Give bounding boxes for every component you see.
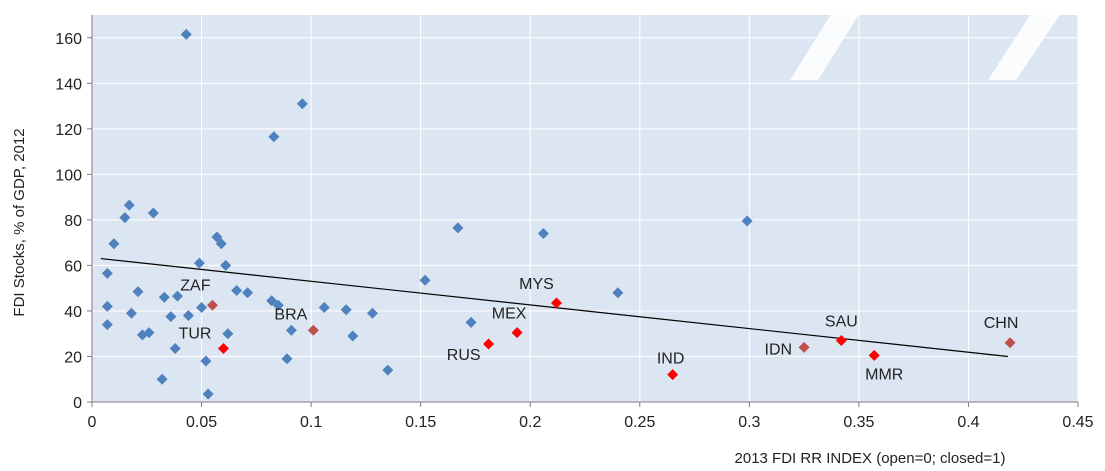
data-point: [382, 364, 394, 376]
data-point: [318, 302, 330, 314]
data-point: [207, 299, 219, 311]
point-label: ZAF: [180, 277, 210, 294]
point-label: TUR: [179, 326, 212, 343]
data-point: [612, 287, 624, 299]
data-point: [511, 327, 523, 339]
data-point: [741, 215, 753, 227]
data-point: [147, 207, 159, 219]
data-point: [101, 267, 113, 279]
data-point: [220, 259, 232, 271]
axes: [87, 15, 1079, 407]
data-point: [296, 98, 308, 110]
y-tick-label: 80: [64, 213, 82, 230]
data-point: [285, 324, 297, 336]
data-point: [182, 309, 194, 321]
data-point: [202, 388, 214, 400]
y-tick-label: 140: [55, 76, 82, 93]
data-point: [835, 335, 847, 347]
y-tick-label: 100: [55, 167, 82, 184]
data-point: [156, 373, 168, 385]
y-tick-label: 160: [55, 31, 82, 48]
point-label: RUS: [447, 347, 481, 364]
data-point: [119, 212, 131, 224]
x-tick-label: 0.45: [1062, 414, 1093, 431]
y-tick-label: 0: [73, 395, 82, 412]
data-point: [101, 300, 113, 312]
data-point: [366, 307, 378, 319]
point-label: CHN: [984, 315, 1019, 332]
data-point: [340, 304, 352, 316]
point-labels: ZAF TUR BRA RUS MEX MYS IND IDN SAU MMR CHN: [179, 276, 1019, 383]
y-axis-title: FDI Stocks, % of GDP, 2012: [11, 128, 28, 316]
data-points: [101, 28, 1016, 400]
x-tick-label: 0.1: [300, 414, 322, 431]
data-point: [483, 338, 495, 350]
data-point: [452, 222, 464, 234]
data-point: [123, 199, 135, 211]
data-point: [281, 353, 293, 365]
x-tick-label: 0.4: [957, 414, 979, 431]
data-point: [180, 28, 192, 40]
data-point: [215, 238, 227, 250]
gridlines: [92, 15, 1079, 402]
data-point: [231, 284, 243, 296]
data-point: [108, 238, 120, 250]
tick-labels: 0 20 40 60 80 100 120 140 160 0 0.05 0.1 0.15 0.2 0.25…: [55, 31, 1093, 431]
data-point: [307, 324, 319, 336]
data-point: [211, 231, 223, 243]
data-point: [193, 257, 205, 269]
data-point: [551, 297, 563, 309]
data-point: [272, 299, 284, 311]
point-label: MYS: [519, 276, 554, 293]
point-label: IDN: [765, 341, 793, 358]
data-point: [171, 290, 183, 302]
data-point: [798, 341, 810, 353]
point-label: MEX: [492, 306, 527, 323]
data-point: [1004, 337, 1016, 349]
x-tick-label: 0.25: [624, 414, 655, 431]
trendline: [100, 257, 1008, 358]
data-point: [101, 319, 113, 331]
watermark-stripe-left: [790, 0, 868, 80]
point-label: IND: [657, 351, 685, 368]
x-tick-label: 0.05: [186, 414, 217, 431]
data-point: [217, 343, 229, 355]
x-axis-title: 2013 FDI RR INDEX (open=0; closed=1): [735, 450, 1006, 467]
data-point: [132, 286, 144, 298]
x-tick-label: 0.35: [843, 414, 874, 431]
x-tick-label: 0.15: [405, 414, 436, 431]
y-tick-label: 120: [55, 122, 82, 139]
watermark-stripe-right: [988, 0, 1070, 80]
data-point: [143, 327, 155, 339]
point-label: SAU: [825, 314, 858, 331]
point-label: MMR: [865, 366, 903, 383]
data-point: [200, 355, 212, 367]
x-tick-label: 0: [88, 414, 97, 431]
data-point: [222, 328, 234, 340]
y-tick-label: 20: [64, 349, 82, 366]
data-point: [196, 302, 208, 314]
data-point: [868, 349, 880, 361]
x-tick-label: 0.2: [519, 414, 541, 431]
data-point: [419, 274, 431, 286]
data-point: [266, 295, 278, 307]
x-tick-label: 0.3: [738, 414, 760, 431]
data-point: [465, 316, 477, 328]
data-point: [158, 291, 170, 303]
point-label: BRA: [274, 306, 307, 323]
data-point: [537, 228, 549, 240]
data-point: [169, 343, 181, 355]
y-tick-label: 60: [64, 258, 82, 275]
y-tick-label: 40: [64, 304, 82, 321]
data-point: [242, 287, 254, 299]
data-point: [667, 369, 679, 381]
data-point: [125, 307, 137, 319]
data-point: [268, 131, 280, 143]
data-point: [165, 311, 177, 323]
plot-area: [92, 15, 1078, 402]
data-point: [347, 330, 359, 342]
